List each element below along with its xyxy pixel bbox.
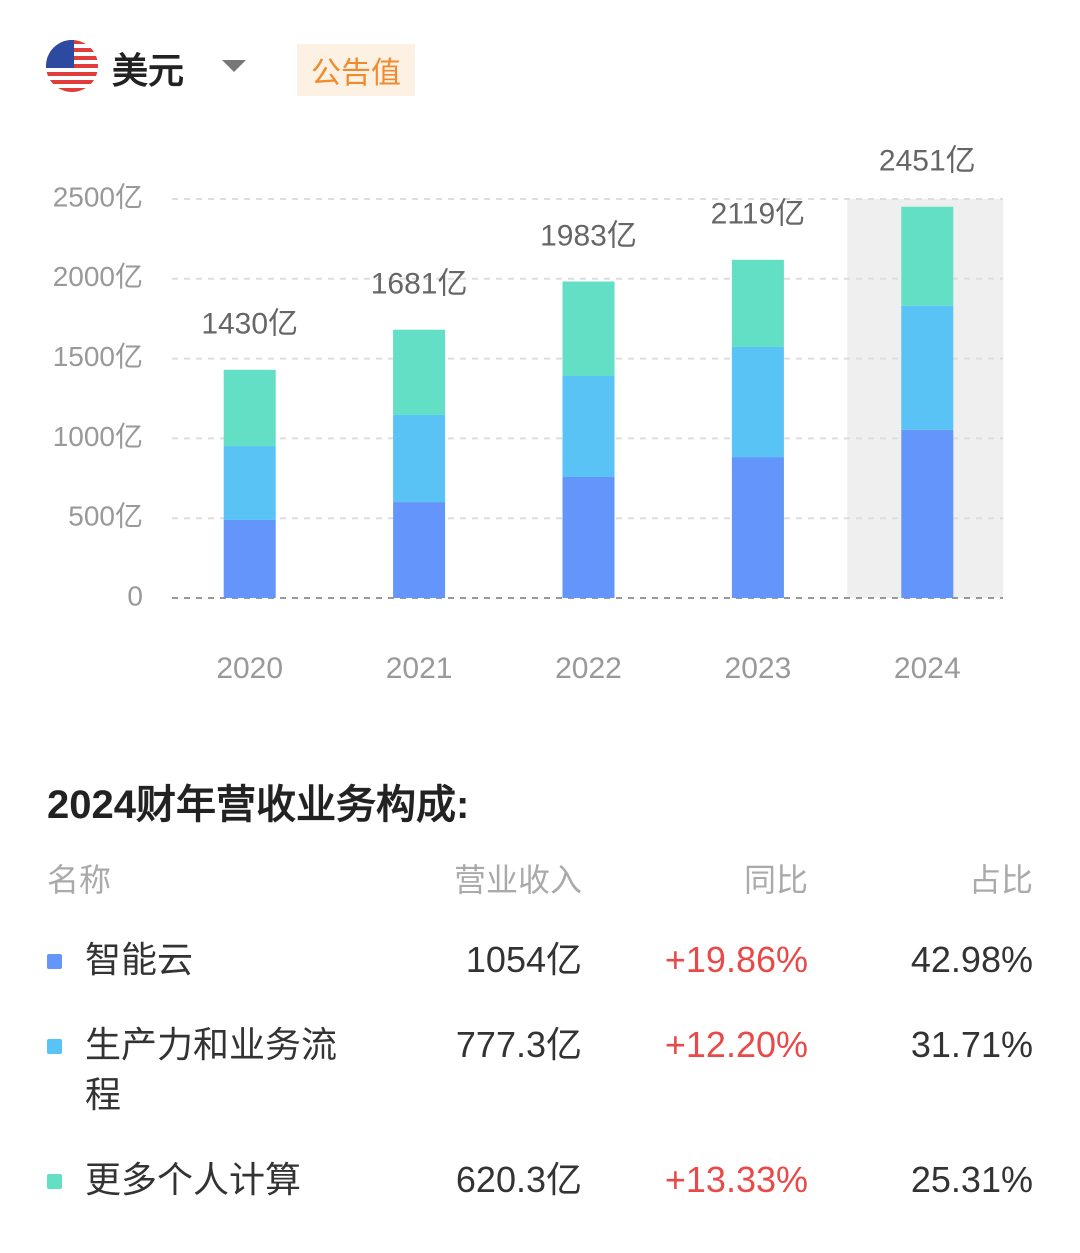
column-header: 同比 — [743, 862, 808, 898]
y-tick-label: 2000亿 — [53, 261, 143, 292]
bar-segment — [562, 281, 615, 376]
x-tick-label: 2024 — [894, 652, 961, 685]
row-revenue: 1054亿 — [465, 939, 582, 980]
total-label: 2119亿 — [711, 198, 806, 231]
row-share: 25.31% — [910, 1159, 1033, 1200]
bar-segment — [562, 375, 615, 478]
total-label: 1681亿 — [371, 268, 468, 301]
row-yoy: +12.20% — [664, 1024, 808, 1065]
flag-icon — [46, 40, 98, 92]
chart: 0 500亿 1000亿 1500亿 2000亿 2500亿 1430亿 2020 1681亿 2… — [53, 145, 1004, 685]
bar-segment — [393, 502, 446, 598]
x-tick-label: 2021 — [386, 652, 453, 685]
total-label: 1430亿 — [201, 308, 298, 341]
row-revenue: 620.3亿 — [455, 1159, 582, 1200]
bar-segment — [562, 477, 615, 598]
y-tick-label: 1500亿 — [53, 341, 143, 372]
row-name: 更多个人计算 — [85, 1159, 302, 1200]
row-revenue: 777.3亿 — [455, 1024, 582, 1065]
y-tick-label: 2500亿 — [53, 181, 143, 212]
dropdown-arrow[interactable] — [220, 58, 248, 74]
y-tick-label: 1000亿 — [53, 421, 143, 452]
bar-segment — [731, 259, 784, 347]
bar-segment — [223, 369, 276, 447]
total-label: 2451亿 — [879, 145, 976, 178]
x-tick-label: 2020 — [216, 652, 283, 685]
total-label: 1983亿 — [540, 219, 637, 252]
bar-segment — [901, 305, 954, 430]
badge: 公告值 — [297, 44, 415, 96]
bar-segment — [393, 414, 446, 503]
row-yoy: +19.86% — [664, 939, 808, 980]
bar-segment — [393, 329, 446, 415]
x-tick-label: 2023 — [725, 652, 792, 685]
bar-segment — [901, 429, 954, 598]
bar-segment — [731, 346, 784, 458]
column-header: 占比 — [968, 862, 1033, 898]
y-tick-label: 500亿 — [68, 501, 143, 532]
row-share: 42.98% — [910, 939, 1033, 980]
row-yoy: +13.33% — [664, 1159, 808, 1200]
row-name: 智能云 — [85, 939, 194, 980]
bar-segment — [901, 206, 954, 306]
row-name: 生产力和业务流程 — [85, 1024, 338, 1115]
column-header: 营业收入 — [453, 862, 582, 898]
section-title: 2024财年营收业务构成: — [47, 783, 470, 827]
column-header: 名称 — [47, 862, 112, 898]
bar-segment — [223, 519, 276, 598]
legend-bullet — [47, 1174, 62, 1189]
bar-segment — [731, 457, 784, 598]
row-share: 31.71% — [910, 1024, 1033, 1065]
bar-segment — [223, 446, 276, 520]
legend-bullet — [47, 1039, 62, 1054]
legend-bullet — [47, 954, 62, 969]
currency[interactable]: 美元 — [112, 50, 185, 91]
x-tick-label: 2022 — [555, 652, 622, 685]
y-tick-label: 0 — [127, 580, 143, 611]
